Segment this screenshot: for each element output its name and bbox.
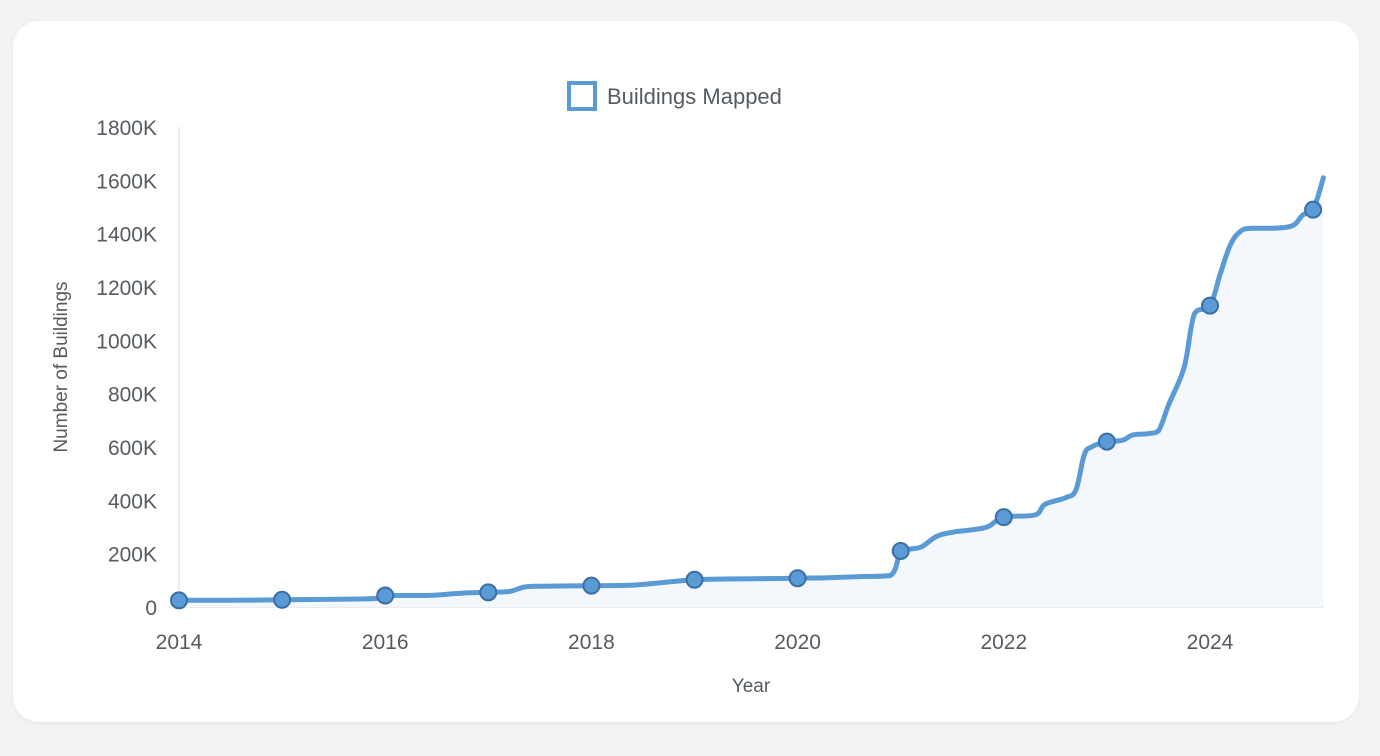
data-point-marker[interactable] (685, 570, 704, 589)
data-point-marker[interactable] (1097, 432, 1116, 451)
data-point-marker[interactable] (788, 569, 807, 588)
x-tick-labels: 2014 2016 2018 2020 2022 2024 (156, 631, 1234, 654)
x-axis-title: Year (732, 676, 771, 697)
y-tick-label: 1400K (96, 224, 157, 247)
x-tick-label: 2022 (980, 631, 1027, 654)
data-point-markers[interactable] (170, 200, 1323, 610)
x-tick-label: 2020 (774, 631, 821, 654)
y-tick-label: 1000K (96, 330, 157, 353)
y-tick-label: 800K (108, 384, 157, 407)
y-tick-label: 600K (108, 437, 157, 460)
x-tick-label: 2016 (362, 631, 409, 654)
legend-swatch (567, 81, 597, 111)
data-point-marker[interactable] (994, 508, 1013, 527)
data-point-marker[interactable] (1201, 296, 1219, 315)
y-tick-label: 200K (108, 544, 157, 567)
y-tick-label: 0 (145, 597, 157, 620)
x-tick-label: 2014 (156, 631, 203, 654)
y-tick-labels: 0 200K 400K 600K 800K 1000K 1200K 1400K 1600K 180… (96, 117, 157, 620)
y-tick-label: 1600K (96, 170, 157, 193)
data-point-marker[interactable] (273, 590, 292, 609)
legend[interactable]: Buildings Mapped (567, 81, 782, 111)
y-tick-label: 1800K (96, 117, 157, 140)
y-tick-label: 400K (108, 490, 157, 513)
series-area-fill (179, 177, 1324, 607)
x-tick-label: 2018 (568, 631, 615, 654)
data-point-marker[interactable] (376, 586, 395, 605)
data-point-marker[interactable] (1304, 200, 1323, 219)
y-axis-title: Number of Buildings (51, 281, 72, 452)
legend-label-buildings-mapped: Buildings Mapped (607, 84, 782, 109)
data-point-marker[interactable] (170, 591, 188, 610)
data-point-marker[interactable] (479, 583, 498, 602)
data-point-marker[interactable] (582, 576, 601, 595)
x-tick-label: 2024 (1187, 631, 1234, 654)
y-tick-label: 1200K (96, 277, 157, 300)
data-point-marker[interactable] (891, 542, 910, 560)
